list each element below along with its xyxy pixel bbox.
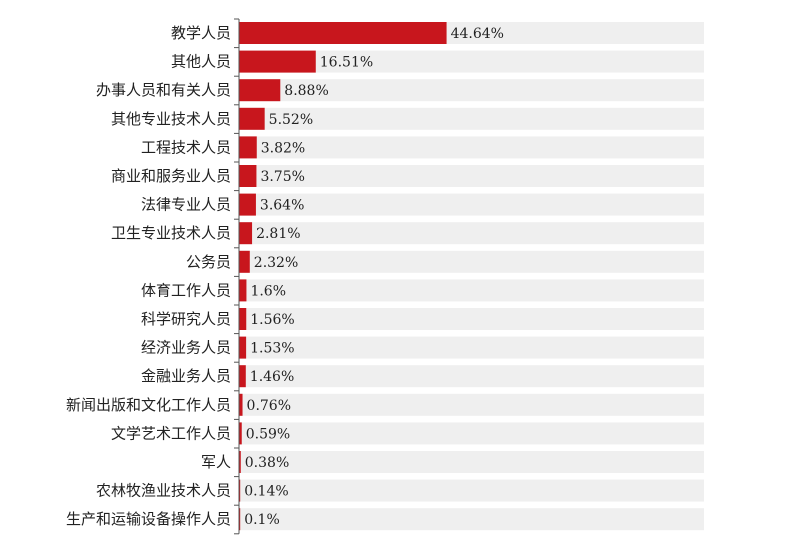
- value-label: 3.82%: [261, 140, 305, 156]
- bar-track: [239, 336, 704, 359]
- bar: [239, 250, 250, 273]
- bar-tracks: [239, 22, 704, 531]
- bar: [239, 165, 257, 187]
- bar: [239, 393, 243, 416]
- category-label: 体育工作人员: [141, 281, 231, 299]
- bar: [239, 22, 447, 44]
- category-label: 教学人员: [171, 24, 231, 42]
- bar: [239, 479, 241, 502]
- bar: [239, 279, 247, 302]
- value-label: 0.76%: [247, 398, 291, 414]
- category-label: 办事人员和有关人员: [96, 81, 231, 99]
- category-label: 卫生专业技术人员: [111, 224, 231, 242]
- bar-track: [239, 107, 704, 130]
- category-label: 文学艺术工作人员: [111, 424, 231, 442]
- bar-track: [239, 508, 704, 531]
- value-label: 3.75%: [260, 169, 304, 185]
- bar: [239, 136, 257, 159]
- bar: [239, 336, 247, 359]
- value-label: 0.59%: [246, 426, 290, 442]
- bar: [239, 79, 281, 102]
- value-label: 1.56%: [250, 312, 294, 328]
- bar: [239, 422, 242, 445]
- bar-track: [239, 136, 704, 159]
- category-label: 生产和运输设备操作人员: [66, 510, 231, 528]
- value-label: 16.51%: [320, 55, 373, 71]
- category-label: 公务员: [186, 253, 231, 271]
- bar-track: [239, 451, 704, 473]
- value-label: 2.32%: [254, 255, 298, 271]
- value-label: 1.6%: [250, 283, 286, 299]
- value-label: 0.14%: [244, 484, 288, 500]
- bar-track: [239, 365, 704, 388]
- bar-track: [239, 50, 704, 73]
- bar-track: [239, 193, 704, 216]
- bar-track: [239, 393, 704, 416]
- value-label: 1.46%: [250, 369, 294, 385]
- category-label: 其他专业技术人员: [111, 110, 231, 128]
- category-labels: 教学人员其他人员办事人员和有关人员其他专业技术人员工程技术人员商业和服务业人员法…: [66, 24, 231, 528]
- bar: [239, 451, 241, 473]
- category-label: 商业和服务业人员: [111, 167, 231, 185]
- value-labels: 44.64% 16.51% 8.88% 5.52% 3.82% 3.75% 3.64% 2.8…: [244, 26, 504, 528]
- bar-track: [239, 165, 704, 187]
- value-label: 0.38%: [245, 455, 289, 471]
- bar: [239, 508, 241, 531]
- bar: [239, 193, 256, 216]
- bar-track: [239, 79, 704, 102]
- value-label: 3.64%: [260, 198, 304, 214]
- bar-track: [239, 422, 704, 445]
- bar-track: [239, 308, 704, 330]
- category-label: 其他人员: [171, 53, 231, 71]
- bar: [239, 50, 316, 73]
- bar: [239, 107, 265, 130]
- bar-track: [239, 279, 704, 302]
- category-label: 科学研究人员: [141, 310, 231, 328]
- category-label: 金融业务人员: [141, 367, 231, 385]
- bars: [239, 22, 447, 531]
- bar-track: [239, 479, 704, 502]
- bar: [239, 308, 247, 330]
- category-label: 工程技术人员: [141, 138, 231, 156]
- bar-track: [239, 222, 704, 245]
- category-label: 新闻出版和文化工作人员: [66, 396, 231, 414]
- value-label: 5.52%: [269, 112, 313, 128]
- bar: [239, 222, 253, 245]
- value-label: 2.81%: [256, 226, 300, 242]
- value-label: 0.1%: [244, 512, 280, 528]
- value-label: 44.64%: [451, 26, 504, 42]
- category-label: 军人: [201, 453, 231, 471]
- y-axis-ticks: [234, 18, 239, 535]
- bar-track: [239, 250, 704, 273]
- category-label: 法律专业人员: [141, 196, 231, 214]
- category-label: 经济业务人员: [141, 339, 231, 357]
- value-label: 8.88%: [284, 83, 328, 99]
- category-label: 农林牧渔业技术人员: [96, 482, 231, 500]
- bar: [239, 365, 246, 388]
- value-label: 1.53%: [250, 341, 294, 357]
